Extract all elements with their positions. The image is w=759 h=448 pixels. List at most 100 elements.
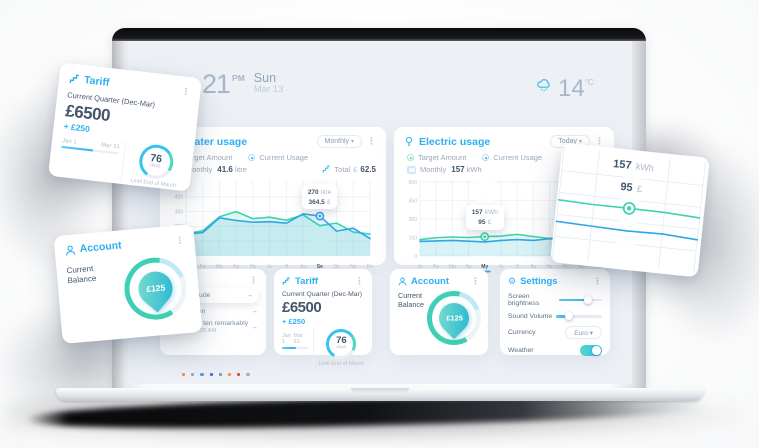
- clock-date: Mar 13: [253, 84, 284, 96]
- svg-text:Se: Se: [317, 264, 323, 270]
- svg-text:Fe: Fe: [200, 264, 206, 270]
- svg-text:Oc: Oc: [562, 264, 569, 270]
- svg-text:Au: Au: [530, 264, 536, 270]
- svg-text:Ja: Ja: [417, 264, 423, 270]
- toggle-knob[interactable]: [592, 346, 601, 355]
- clock: 21 PM Sun Mar 13: [202, 71, 283, 98]
- laptop-lid: ⋮ 21 PM Sun Mar 13 14 °C: [112, 28, 646, 388]
- detail-chart-tooltip: 157 kWh 95 £: [612, 158, 655, 195]
- temperature-unit: °C: [584, 78, 594, 87]
- person-icon: [66, 245, 76, 256]
- arrow-right-icon[interactable]: →: [251, 323, 258, 331]
- account-menu-icon[interactable]: ⋮: [174, 234, 185, 246]
- svg-text:0: 0: [414, 254, 417, 260]
- water-total-value: 62.5: [360, 165, 376, 174]
- tariff-progress-bar: [282, 346, 309, 349]
- svg-text:My: My: [481, 264, 488, 270]
- water-period-unit: litre: [234, 165, 247, 174]
- svg-text:Ap: Ap: [233, 264, 239, 270]
- laptop-lid-notch: [351, 388, 409, 393]
- radio-green-icon[interactable]: [407, 154, 414, 161]
- laptop-top-edge: [112, 28, 646, 41]
- balance-gauge: £125: [121, 255, 190, 323]
- days-remaining-gauge: 76 days: [326, 328, 357, 359]
- settings-card-title: Settings: [520, 276, 558, 287]
- water-total-currency: £: [353, 165, 358, 174]
- water-total-label: Total: [334, 165, 351, 174]
- svg-text:450: 450: [409, 198, 418, 204]
- legend-target-amount[interactable]: Target Amount: [407, 153, 466, 162]
- tariff-period-end: Mar 31: [293, 332, 303, 345]
- svg-text:150: 150: [409, 235, 418, 241]
- balance-label: Current Balance: [398, 291, 424, 309]
- svg-text:Ju: Ju: [498, 264, 504, 270]
- tariff-card-title: Tariff: [295, 276, 319, 287]
- water-panel-title: Water usage: [185, 135, 248, 148]
- detail-chart: 157 kWh 95 £: [550, 143, 710, 278]
- dock-app-icon: [200, 373, 204, 377]
- electric-panel-title: Electric usage: [419, 135, 491, 148]
- weather-toggle[interactable]: [580, 345, 602, 356]
- water-chart[interactable]: 400300200100JaFeMaApMyJuJlAuSeOcNoDe 270…: [170, 176, 376, 274]
- svg-text:Oc: Oc: [333, 264, 340, 270]
- svg-text:300: 300: [175, 209, 184, 215]
- arrow-right-icon[interactable]: →: [251, 308, 258, 315]
- svg-text:Au: Au: [300, 264, 306, 270]
- account-menu-icon[interactable]: ⋮: [471, 276, 480, 286]
- svg-text:600: 600: [409, 180, 418, 186]
- chevron-down-icon: ▾: [350, 139, 354, 145]
- svg-text:Ju: Ju: [267, 264, 273, 270]
- legend-current-usage[interactable]: Current Usage: [248, 153, 308, 162]
- clock-day: Sun: [253, 71, 277, 85]
- svg-text:Ap: Ap: [465, 264, 471, 270]
- laptop-base: [56, 388, 704, 401]
- floating-chart-detail-card: 157 kWh 95 £: [550, 142, 710, 278]
- svg-text:Jl: Jl: [515, 264, 519, 270]
- svg-text:Ma: Ma: [216, 264, 223, 270]
- radio-blue-icon[interactable]: [248, 154, 256, 161]
- brightness-slider[interactable]: [559, 295, 602, 304]
- water-panel-menu-icon[interactable]: ⋮: [367, 136, 376, 146]
- svg-text:300: 300: [409, 217, 418, 223]
- dock-app-icon: [227, 373, 232, 377]
- slider-knob[interactable]: [584, 295, 593, 304]
- balance-label: Current Balance: [66, 263, 97, 286]
- tariff-menu-icon[interactable]: ⋮: [355, 276, 364, 286]
- volume-label: Sound Volume: [508, 313, 553, 320]
- tariff-card-title: Tariff: [83, 74, 111, 89]
- svg-text:My: My: [250, 264, 257, 270]
- tariff-steps-icon: [282, 277, 290, 285]
- electric-period-label: Monthly: [420, 165, 447, 174]
- water-range-dropdown[interactable]: Monthly ▾: [316, 135, 362, 148]
- account-card-title: Account: [79, 239, 123, 256]
- floating-tariff-card: Tariff ⋮ Current Quarter (Dec-Mar) £6500…: [48, 62, 202, 192]
- tariff-menu-icon[interactable]: ⋮: [180, 85, 191, 97]
- tariff-card: Tariff ⋮ Current Quarter (Dec-Mar) £6500…: [274, 269, 372, 367]
- chevron-down-icon: ▾: [578, 139, 582, 145]
- clock-time: 21: [202, 69, 231, 99]
- gear-icon: ⚙: [508, 276, 517, 286]
- dock[interactable]: [182, 373, 250, 377]
- settings-menu-icon[interactable]: ⋮: [593, 276, 602, 286]
- legend-current-usage[interactable]: Current Usage: [482, 153, 542, 162]
- water-chart-tooltip: 270 litre 364.5 £: [301, 184, 338, 210]
- radio-blue-icon[interactable]: [482, 154, 490, 161]
- volume-slider[interactable]: [556, 312, 602, 321]
- person-icon: [398, 277, 407, 286]
- tariff-delta: + £250: [282, 316, 306, 326]
- water-usage-panel: Water usage Monthly ▾ ⋮ Target Amount: [160, 127, 386, 273]
- dock-app-icon: [191, 373, 195, 377]
- calendar-icon: [407, 165, 416, 174]
- brightness-label: Screen brightness: [508, 293, 540, 307]
- arrow-right-icon[interactable]: →: [246, 292, 253, 299]
- svg-text:Se: Se: [546, 264, 552, 270]
- currency-dropdown[interactable]: Euro ▾: [565, 326, 602, 339]
- electric-panel-menu-icon[interactable]: ⋮: [595, 136, 604, 146]
- tariff-period-end: Mar 31: [100, 142, 121, 151]
- dock-app-icon: [209, 373, 213, 377]
- lightbulb-icon: [405, 136, 413, 147]
- slider-knob[interactable]: [564, 312, 573, 321]
- temperature-value: 14: [558, 75, 585, 102]
- messages-menu-icon[interactable]: ⋮: [249, 275, 258, 285]
- dock-app-icon: [218, 373, 222, 377]
